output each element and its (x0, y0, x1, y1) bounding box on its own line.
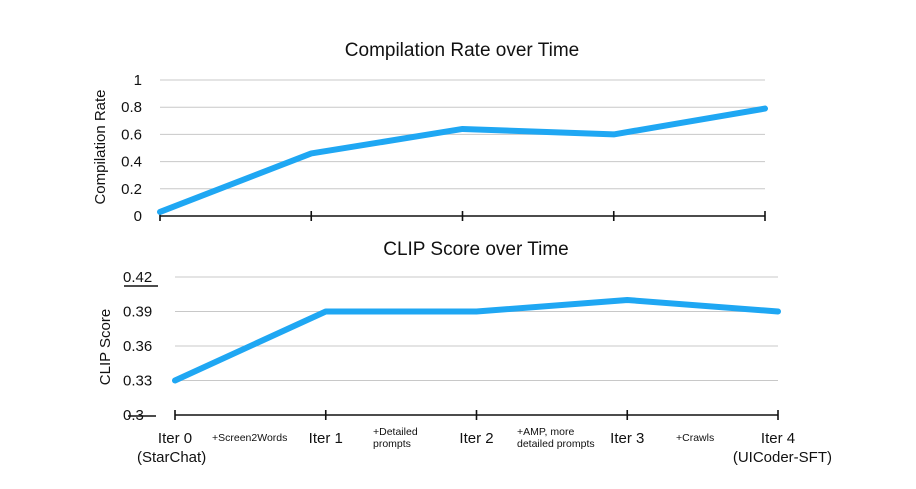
y-tick-label: 0.36 (123, 338, 152, 355)
series-line (157, 105, 768, 215)
chart2-title: CLIP Score over Time (383, 239, 569, 260)
chart2-ylabel: CLIP Score (97, 309, 114, 385)
x-tick-label: Iter 3 (610, 430, 644, 447)
y-tick-label: 0.42 (123, 269, 152, 286)
y-tick-label: 0.6 (121, 126, 142, 143)
compilation-rate-chart: Compilation Rate over Time Compilation R… (92, 40, 768, 225)
clip-score-chart: CLIP Score over Time CLIP Score 0.30.330… (97, 239, 832, 466)
y-tick-label: 1 (134, 72, 142, 89)
x-tick-sublabel: (StarChat) (137, 449, 206, 466)
chart1-title: Compilation Rate over Time (345, 40, 579, 61)
interval-annotation: detailed prompts (517, 438, 595, 450)
y-tick-label: 0.39 (123, 304, 152, 321)
interval-annotation: +Detailed (373, 426, 418, 438)
interval-annotation: prompts (373, 438, 411, 450)
x-tick-label: Iter 1 (309, 430, 343, 447)
interval-annotation: +AMP, more (517, 426, 574, 438)
x-tick-sublabel: (UICoder-SFT) (733, 449, 832, 466)
y-tick-label: 0.33 (123, 373, 152, 390)
interval-annotation: +Screen2Words (212, 432, 287, 444)
y-tick-label: 0.8 (121, 99, 142, 116)
x-tick-label: Iter 2 (459, 430, 493, 447)
y-tick-label: 0.2 (121, 181, 142, 198)
chart1-ylabel: Compilation Rate (92, 89, 109, 204)
y-tick-label: 0.4 (121, 154, 142, 171)
x-tick-label: Iter 4 (761, 430, 795, 447)
interval-annotation: +Crawls (676, 432, 714, 444)
y-tick-label: 0 (134, 208, 142, 225)
x-tick-label: Iter 0 (158, 430, 192, 447)
series-line (172, 297, 781, 384)
